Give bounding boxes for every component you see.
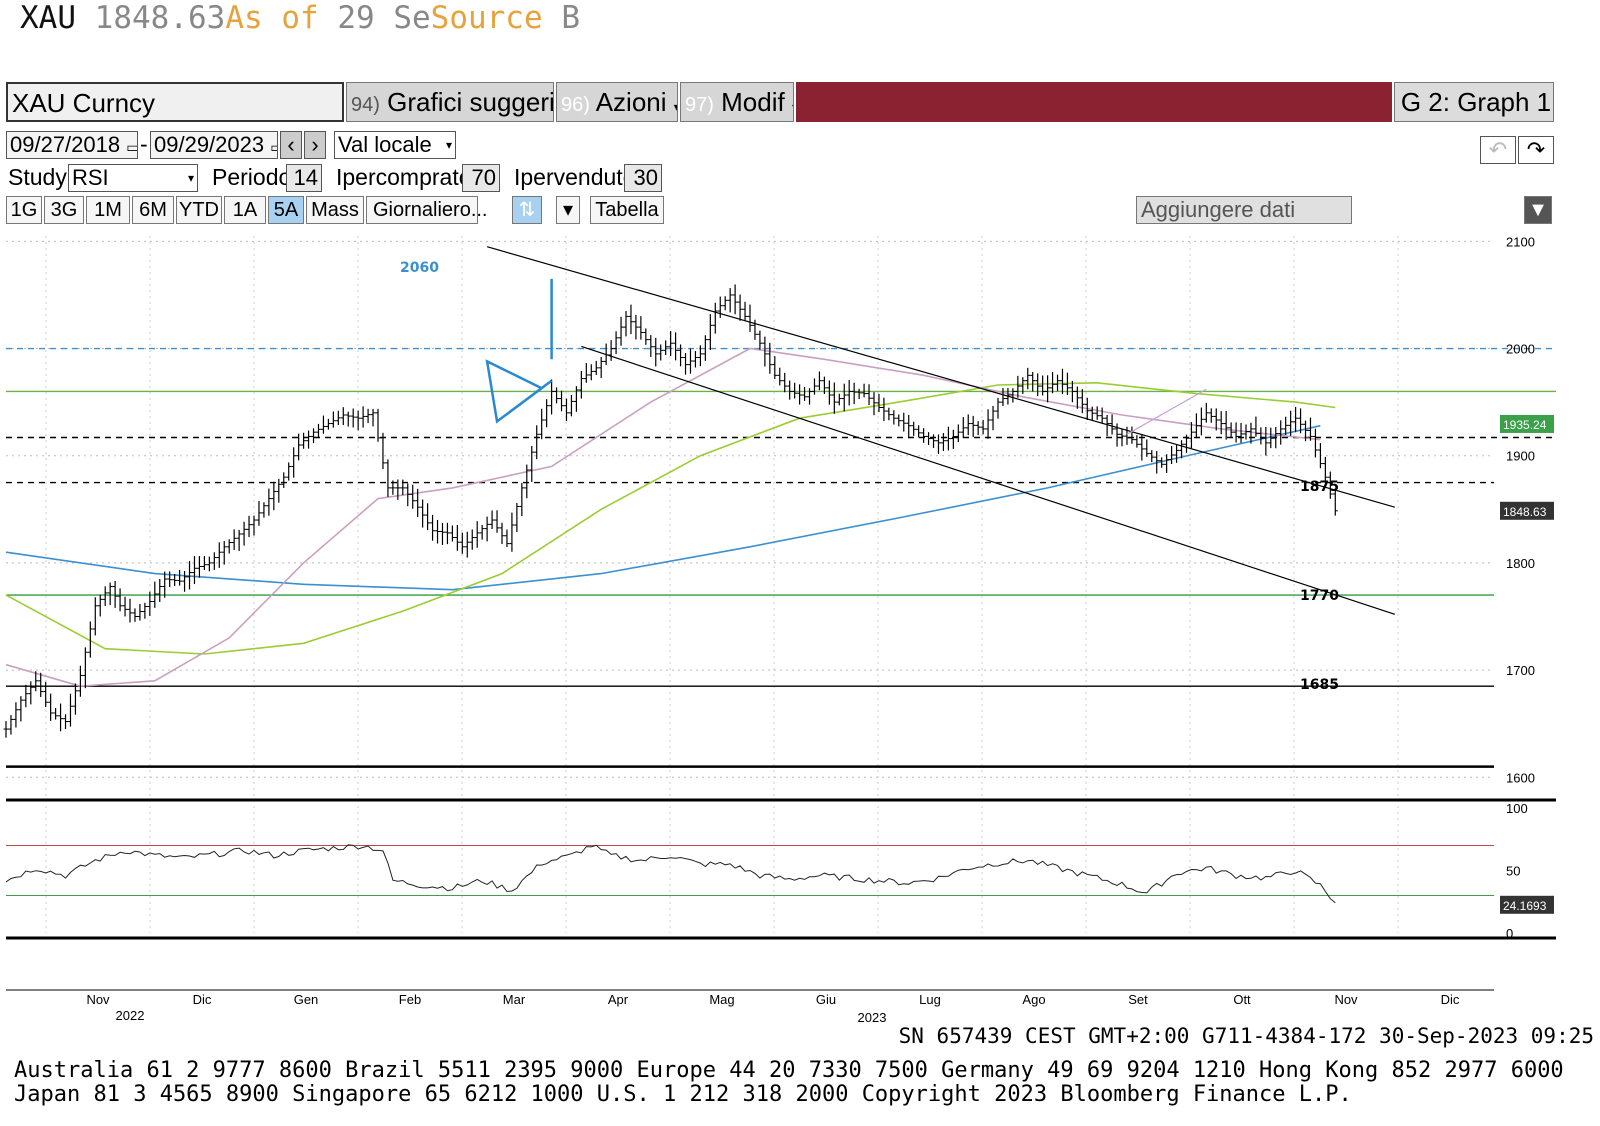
currency-select[interactable]: Val locale ▾ xyxy=(334,131,456,159)
rsi-value-badge: 24.1693 xyxy=(1503,899,1547,913)
x-tick-label: Dic xyxy=(1441,992,1460,1007)
period-1m[interactable]: 1M xyxy=(86,196,130,224)
chart-type-icon[interactable]: ⇅ xyxy=(512,196,542,224)
end-date-input[interactable]: 09/29/2023 ▭ xyxy=(150,131,278,159)
last-price-badge: 1848.63 xyxy=(1503,505,1547,519)
x-tick-label: Nov xyxy=(86,992,110,1007)
rsi-panel xyxy=(5,844,1494,904)
period-6m[interactable]: 6M xyxy=(132,196,174,224)
as-of-date: 29 Se xyxy=(337,0,431,36)
period-3g[interactable]: 3G xyxy=(44,196,84,224)
contacts-line-2: Japan 81 3 4565 8900 Singapore 65 6212 1… xyxy=(14,1082,1352,1107)
y-tick-label: 1800 xyxy=(1506,556,1535,571)
security-field[interactable]: XAU Curncy xyxy=(6,82,344,122)
chart-type-dropdown-icon[interactable]: ▾ xyxy=(556,196,580,224)
x-tick-label: Mar xyxy=(503,992,526,1007)
table-button[interactable]: Tabella xyxy=(590,196,664,224)
chart-grid xyxy=(6,236,1494,933)
y-tick-label: 1600 xyxy=(1506,770,1535,785)
year-label: 2022 xyxy=(116,1008,145,1023)
accent-bar xyxy=(796,82,1392,122)
y-tick-label: 2100 xyxy=(1506,234,1535,249)
x-tick-label: Mag xyxy=(709,992,734,1007)
last-price-badge-bg xyxy=(1500,501,1554,520)
x-tick-label: Ott xyxy=(1233,992,1251,1007)
add-data-input[interactable]: Aggiungere dati xyxy=(1136,196,1352,224)
trend-lines: 2060 1875 1770 1685 xyxy=(400,246,1395,693)
actions-menu[interactable]: 96) Azioni ▾ xyxy=(556,82,678,122)
level-lines xyxy=(6,347,1556,768)
moving-average-line-3 xyxy=(5,347,1321,688)
annotation-label: 1685 xyxy=(1300,677,1339,693)
study-select[interactable]: RSI ▾ xyxy=(68,164,198,192)
period-1a[interactable]: 1A xyxy=(224,196,266,224)
rsi-tick-label: 0 xyxy=(1506,926,1513,941)
y-tick-label: 1900 xyxy=(1506,449,1535,464)
pointer-arrow xyxy=(1126,388,1207,435)
contacts-line-1: Australia 61 2 9777 8600 Brazil 5511 239… xyxy=(14,1058,1564,1083)
start-date-input[interactable]: 09/27/2018 ▭ xyxy=(6,131,138,159)
undo-icon[interactable]: ↶ xyxy=(1480,136,1516,164)
period-1g[interactable]: 1G xyxy=(6,196,42,224)
x-tick-label: Lug xyxy=(919,992,941,1007)
x-tick-label: Dic xyxy=(193,992,212,1007)
x-tick-label: Gen xyxy=(294,992,319,1007)
overbought-label: Ipercomprato xyxy=(336,164,472,190)
study-label: Study xyxy=(8,164,67,190)
x-tick-label: Feb xyxy=(399,992,421,1007)
session-info: SN 657439 CEST GMT+2:00 G711-4384-172 30… xyxy=(898,1024,1594,1048)
date-dash: - xyxy=(140,131,148,157)
x-tick-label: Set xyxy=(1128,992,1148,1007)
ticker-symbol: XAU xyxy=(20,0,76,36)
ma-value-badge-bg xyxy=(1500,414,1554,433)
ma-value-badge: 1935.24 xyxy=(1503,418,1547,432)
period-ytd[interactable]: YTD xyxy=(176,196,222,224)
redo-icon[interactable]: ↷ xyxy=(1518,136,1554,164)
period-max[interactable]: Mass xyxy=(306,196,364,224)
edit-menu[interactable]: 97) Modif ▾ xyxy=(680,82,794,122)
next-arrow-icon[interactable]: › xyxy=(304,131,326,159)
x-tick-label: Ago xyxy=(1022,992,1045,1007)
source-value: B xyxy=(561,0,580,36)
trend-line-lower xyxy=(581,345,1395,615)
period-5a[interactable]: 5A xyxy=(268,196,304,224)
y-tick-label: 2000 xyxy=(1506,342,1535,357)
year-label: 2023 xyxy=(858,1010,887,1025)
trend-line-upper xyxy=(486,246,1395,508)
rsi-tick-label: 50 xyxy=(1506,864,1520,879)
filter-icon[interactable]: ▼ xyxy=(1524,196,1552,224)
as-of-label: As of xyxy=(225,0,319,36)
graph-selector[interactable]: G 2: Graph 1 xyxy=(1394,82,1554,122)
x-tick-label: Apr xyxy=(608,992,629,1007)
source-label: Source xyxy=(430,0,543,36)
period-input[interactable]: 14 xyxy=(286,164,322,192)
rsi-tick-label: 100 xyxy=(1506,801,1528,816)
title-bar: XAU 1848.63As of 29 SeSource B xyxy=(20,0,580,44)
triangle-pattern xyxy=(485,359,553,424)
price-bars xyxy=(3,284,1338,738)
prev-arrow-icon[interactable]: ‹ xyxy=(280,131,302,159)
main-toolbar: XAU Curncy 94) Grafici suggeriti 96) Azi… xyxy=(6,82,1586,124)
suggested-charts-button[interactable]: 94) Grafici suggeriti xyxy=(346,82,554,122)
oversold-input[interactable]: 30 xyxy=(624,164,662,192)
x-tick-label: Nov xyxy=(1334,992,1358,1007)
moving-average-line-1 xyxy=(5,424,1321,591)
annotation-label: 2060 xyxy=(400,260,439,276)
y-tick-label: 1700 xyxy=(1506,663,1535,678)
annotation-label: 1875 xyxy=(1300,479,1339,495)
overbought-input[interactable]: 70 xyxy=(462,164,500,192)
frequency-select[interactable]: Giornaliero... xyxy=(366,196,488,224)
chart-axes: 1600 1700 1800 1900 2000 2100 1935.24 1848.63 0 5… xyxy=(6,234,1556,1025)
moving-average-line-2 xyxy=(5,381,1336,655)
rsi-value-badge-bg xyxy=(1500,895,1554,914)
oversold-label: Ipervenduto xyxy=(514,164,636,190)
last-price: 1848.63 xyxy=(94,0,226,36)
annotation-label: 1770 xyxy=(1300,588,1339,604)
x-tick-label: Giu xyxy=(816,992,836,1007)
moving-averages xyxy=(5,347,1336,688)
period-label: Periodo xyxy=(212,164,292,190)
rsi-line xyxy=(5,844,1336,904)
